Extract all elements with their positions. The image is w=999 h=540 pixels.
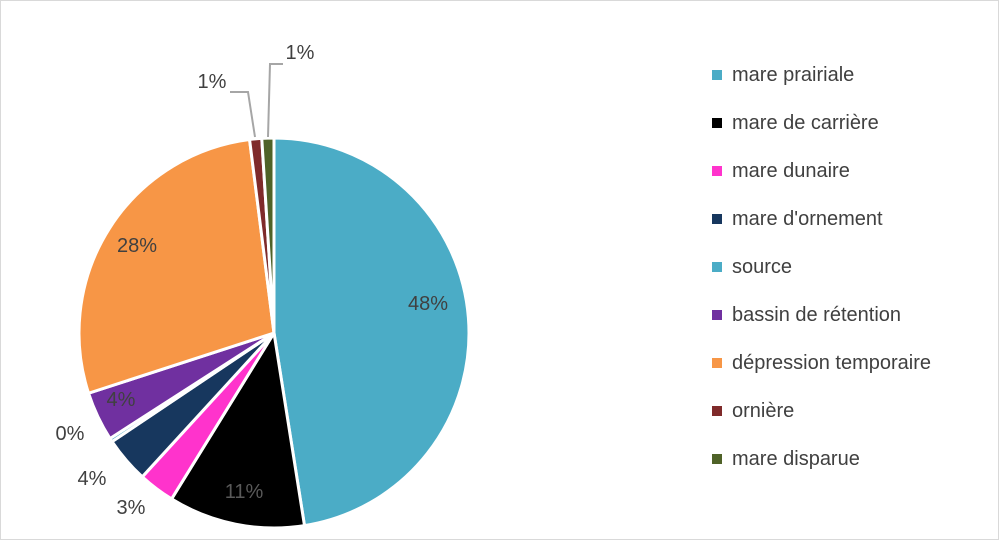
data-label-7: 1% [198,71,227,93]
legend-label: mare prairiale [732,63,855,86]
data-label-3: 4% [78,468,107,490]
legend-item: mare prairiale [712,60,854,90]
pie-slice-8 [260,136,276,335]
legend-label: mare d'ornement [732,207,883,230]
legend-label: ornière [732,399,795,422]
legend-item: bassin de rétention [712,300,901,330]
legend-swatch [712,70,722,80]
data-label-6: 28% [117,235,157,257]
legend-label: source [732,255,793,278]
leader-line-8 [267,63,283,138]
legend-label: bassin de rétention [732,303,902,326]
legend-label: mare de carrière [732,111,879,134]
legend-label: mare disparue [732,447,860,470]
legend-item: dépression temporaire [712,348,931,378]
leader-line-7 [230,91,256,138]
legend-swatch [712,454,722,464]
data-label-4: 0% [56,423,85,445]
legend-swatch [712,310,722,320]
pie-slice-0 [272,136,471,528]
legend-label: mare dunaire [732,159,850,182]
legend-item: mare d'ornement [712,204,883,234]
data-label-2: 3% [117,497,146,519]
data-label-1: 11% [225,481,264,503]
legend-item: mare disparue [712,444,860,474]
legend-item: mare de carrière [712,108,879,138]
legend-item: mare dunaire [712,156,850,186]
pie-slice-1 [170,331,307,530]
legend-swatch [712,118,722,128]
legend-swatch [712,262,722,272]
legend-swatch [712,406,722,416]
pie-slice-6 [77,138,276,395]
data-label-8: 1% [286,42,315,64]
data-label-5: 4% [107,389,136,411]
legend-swatch [712,166,722,176]
legend-swatch [712,214,722,224]
legend-swatch [712,358,722,368]
data-label-0: 48% [408,293,448,315]
legend-item: ornière [712,396,794,426]
legend-item: source [712,252,792,282]
legend-label: dépression temporaire [732,351,931,374]
